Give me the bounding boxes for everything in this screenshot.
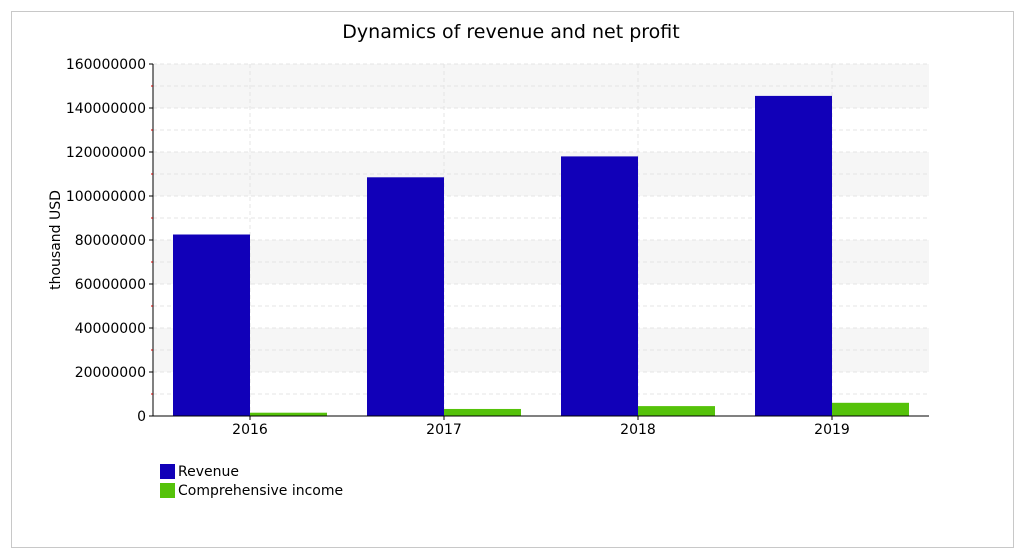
legend-item-revenue: Revenue <box>160 462 343 481</box>
bar-comprehensive-income-2017 <box>444 408 521 416</box>
legend-swatch-comprehensive-income <box>160 483 175 498</box>
y-axis-label: thousand USD <box>48 190 64 290</box>
bar-comprehensive-income-2016 <box>250 412 327 416</box>
y-tick-label: 140000000 <box>66 101 146 117</box>
bar-comprehensive-income-2019 <box>832 402 909 416</box>
y-tick-label: 60000000 <box>75 277 146 293</box>
legend-label-revenue: Revenue <box>178 463 239 480</box>
chart-title: Dynamics of revenue and net profit <box>342 21 679 43</box>
y-tick-label: 40000000 <box>75 321 146 337</box>
legend: Revenue Comprehensive income <box>160 462 343 500</box>
plot-area: 0 20000000 40000000 60000000 80000000 1000000… <box>66 57 929 438</box>
y-tick-label: 80000000 <box>75 233 146 249</box>
y-tick-label: 20000000 <box>75 365 146 381</box>
x-tick-label: 2019 <box>814 422 850 438</box>
legend-label-comprehensive-income: Comprehensive income <box>178 482 344 499</box>
y-tick-label: 0 <box>137 409 146 425</box>
y-tick-label: 160000000 <box>66 57 146 73</box>
bar-comprehensive-income-2018 <box>638 406 715 416</box>
legend-item-comprehensive-income: Comprehensive income <box>160 481 343 500</box>
bar-revenue-2016 <box>173 234 250 416</box>
y-tick-label: 100000000 <box>66 189 146 205</box>
legend-swatch-revenue <box>160 464 175 479</box>
bar-revenue-2017 <box>367 177 444 416</box>
bar-revenue-2019 <box>755 95 832 417</box>
x-tick-label: 2017 <box>426 422 462 438</box>
y-tick-label: 120000000 <box>66 145 146 161</box>
x-tick-label: 2016 <box>232 422 268 438</box>
bar-revenue-2018 <box>561 156 638 416</box>
x-tick-label: 2018 <box>620 422 656 438</box>
